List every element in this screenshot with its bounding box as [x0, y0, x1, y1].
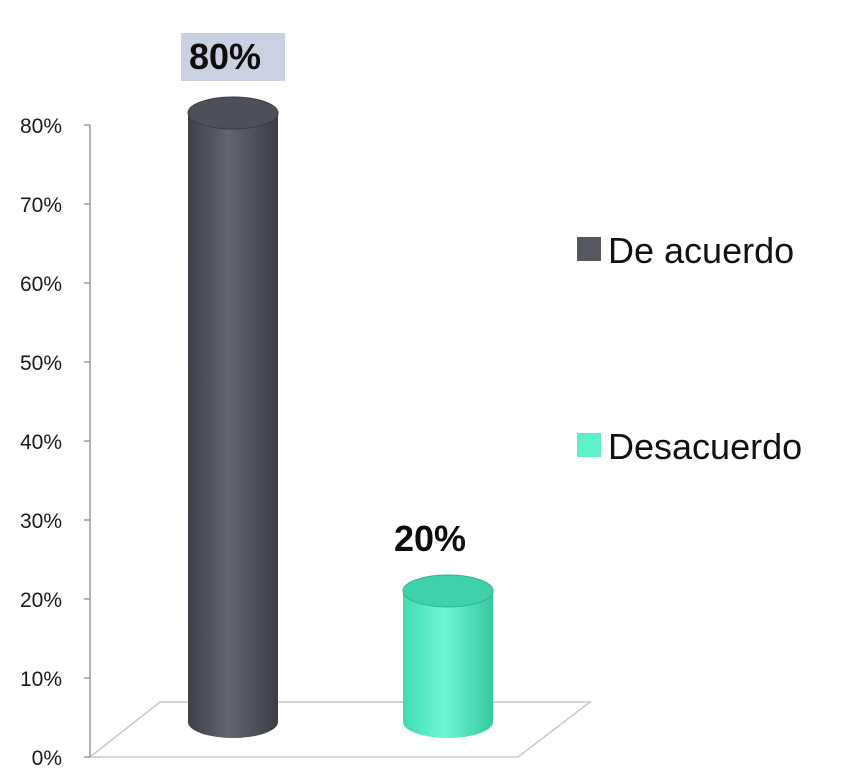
legend: De acuerdo Desacuerdo: [577, 230, 802, 467]
data-label: 80%: [189, 36, 261, 77]
bar-body: [403, 591, 493, 738]
legend-label: Desacuerdo: [608, 426, 802, 467]
chart-floor: [87, 701, 593, 758]
y-tick-label: 10%: [20, 668, 62, 691]
y-tick-label: 80%: [20, 115, 62, 138]
bar-top: [187, 96, 279, 130]
data-label: 20%: [394, 518, 466, 559]
legend-swatch: [577, 237, 601, 261]
legend-entry: De acuerdo: [577, 230, 794, 271]
data-label-highlight: [181, 33, 285, 81]
y-ticks: 0% 10% 20% 30% 40% 50% 60% 70% 80%: [20, 115, 90, 770]
y-tick-label: 50%: [20, 352, 62, 375]
bars: [187, 96, 494, 738]
legend-entry: Desacuerdo: [577, 426, 802, 467]
bar-body: [188, 113, 278, 738]
data-labels: 80% 20%: [181, 33, 466, 559]
y-tick-label: 30%: [20, 510, 62, 533]
bar-de-acuerdo: [187, 96, 279, 738]
bar-top: [402, 574, 494, 608]
y-tick-label: 60%: [20, 273, 62, 296]
legend-label: De acuerdo: [608, 230, 794, 271]
y-tick-label: 40%: [20, 431, 62, 454]
y-tick-label: 70%: [20, 194, 62, 217]
legend-swatch: [577, 433, 601, 457]
y-tick-label: 20%: [20, 589, 62, 612]
y-tick-label: 0%: [32, 747, 62, 770]
bar-desacuerdo: [402, 574, 494, 738]
